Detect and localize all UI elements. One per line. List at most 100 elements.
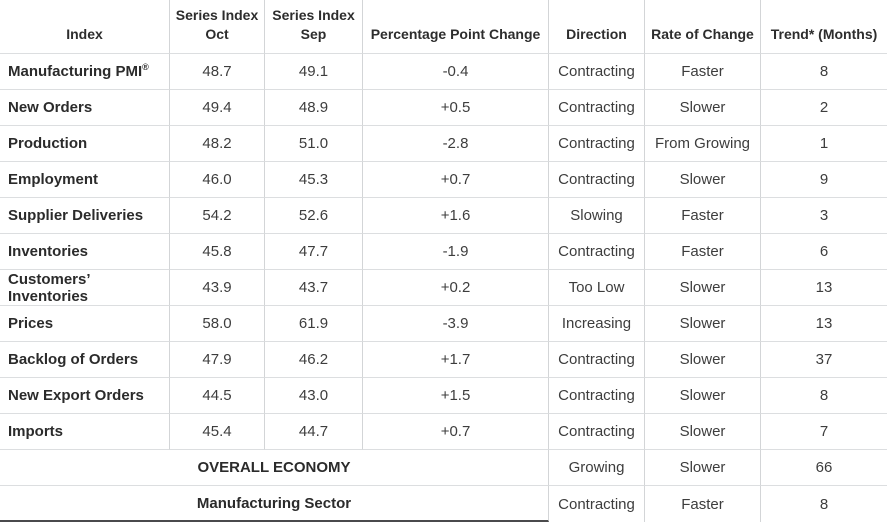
cell-change: -0.4 [363,54,549,90]
cell-series-oct: 48.7 [170,54,265,90]
cell-trend: 9 [761,162,887,198]
header-row: Index Series Index Oct Series Index Sep … [0,0,887,54]
row-label: Customers’ Inventories [0,270,170,306]
summary-row-overall-economy: OVERALL ECONOMY Growing Slower 66 [0,450,887,486]
cell-series-oct: 46.0 [170,162,265,198]
cell-change: -3.9 [363,306,549,342]
cell-trend: 8 [761,378,887,414]
cell-series-sep: 52.6 [265,198,363,234]
cell-rate: Slower [645,414,761,450]
table-row: Manufacturing PMI® 48.7 49.1 -0.4 Contra… [0,54,887,90]
row-label: Prices [0,306,170,342]
cell-direction: Increasing [549,306,645,342]
cell-series-oct: 44.5 [170,378,265,414]
cell-series-oct: 45.4 [170,414,265,450]
cell-series-oct: 58.0 [170,306,265,342]
cell-change: -1.9 [363,234,549,270]
cell-trend: 1 [761,126,887,162]
cell-change: +0.7 [363,162,549,198]
cell-change: +1.5 [363,378,549,414]
cell-change: +1.7 [363,342,549,378]
row-label-text: Manufacturing PMI [8,63,143,80]
column-header-direction: Direction [549,0,645,54]
cell-rate: Slower [645,306,761,342]
cell-rate: Slower [645,378,761,414]
cell-series-sep: 43.7 [265,270,363,306]
row-label: New Export Orders [0,378,170,414]
column-header-trend: Trend* (Months) [761,0,887,54]
cell-rate: Slower [645,342,761,378]
column-header-change: Percentage Point Change [363,0,549,54]
row-label: Employment [0,162,170,198]
row-label: New Orders [0,90,170,126]
registered-mark: ® [142,62,149,72]
cell-direction: Contracting [549,414,645,450]
cell-direction: Contracting [549,54,645,90]
table-row: Imports 45.4 44.7 +0.7 Contracting Slowe… [0,414,887,450]
column-header-series-sep: Series Index Sep [265,0,363,54]
column-header-index: Index [0,0,170,54]
cell-series-sep: 51.0 [265,126,363,162]
cell-direction: Contracting [549,378,645,414]
cell-series-sep: 45.3 [265,162,363,198]
column-header-rate: Rate of Change [645,0,761,54]
cell-change: +0.7 [363,414,549,450]
cell-series-oct: 45.8 [170,234,265,270]
cell-trend: 13 [761,270,887,306]
cell-trend: 13 [761,306,887,342]
cell-trend: 66 [761,450,887,486]
cell-series-sep: 49.1 [265,54,363,90]
cell-series-oct: 54.2 [170,198,265,234]
row-label: Inventories [0,234,170,270]
cell-rate: From Growing [645,126,761,162]
cell-direction: Contracting [549,486,645,522]
cell-trend: 3 [761,198,887,234]
cell-direction: Contracting [549,90,645,126]
column-header-series-oct: Series Index Oct [170,0,265,54]
cell-change: +1.6 [363,198,549,234]
cell-rate: Slower [645,90,761,126]
table-row: Employment 46.0 45.3 +0.7 Contracting Sl… [0,162,887,198]
row-label: Manufacturing PMI® [0,54,170,90]
cell-trend: 8 [819,495,829,513]
cell-change: +0.2 [363,270,549,306]
table-row: New Export Orders 44.5 43.0 +1.5 Contrac… [0,378,887,414]
cell-series-sep: 43.0 [265,378,363,414]
cell-series-sep: 46.2 [265,342,363,378]
cell-rate: Faster [645,234,761,270]
cell-direction: Growing [549,450,645,486]
cell-series-oct: 43.9 [170,270,265,306]
cell-change: -2.8 [363,126,549,162]
table-row: Prices 58.0 61.9 -3.9 Increasing Slower … [0,306,887,342]
cell-direction: Contracting [549,126,645,162]
row-label: Production [0,126,170,162]
cell-series-sep: 47.7 [265,234,363,270]
cell-series-sep: 48.9 [265,90,363,126]
summary-row-label: Manufacturing Sector [0,486,549,522]
cell-series-sep: 61.9 [265,306,363,342]
table-row: Supplier Deliveries 54.2 52.6 +1.6 Slowi… [0,198,887,234]
cell-rate: Slower [645,450,761,486]
cell-direction: Too Low [549,270,645,306]
cell-direction: Contracting [549,234,645,270]
table-row: Inventories 45.8 47.7 -1.9 Contracting F… [0,234,887,270]
summary-row-label: OVERALL ECONOMY [0,450,549,486]
cell-rate: Slower [645,270,761,306]
cell-trend: 37 [761,342,887,378]
cell-trend: 7 [761,414,887,450]
summary-row-manufacturing-sector: Manufacturing Sector Contracting Faster … [0,486,887,522]
table-row: Backlog of Orders 47.9 46.2 +1.7 Contrac… [0,342,887,378]
table-row: New Orders 49.4 48.9 +0.5 Contracting Sl… [0,90,887,126]
cell-trend: 2 [761,90,887,126]
cell-series-oct: 47.9 [170,342,265,378]
cell-direction: Contracting [549,342,645,378]
cell-rate: Faster [645,54,761,90]
cell-series-sep: 44.7 [265,414,363,450]
cell-trend: 8 [761,54,887,90]
cell-direction: Slowing [549,198,645,234]
cell-trend: 6 [761,234,887,270]
row-label: Imports [0,414,170,450]
cell-rate: Faster [645,486,761,522]
cell-rate: Slower [645,162,761,198]
